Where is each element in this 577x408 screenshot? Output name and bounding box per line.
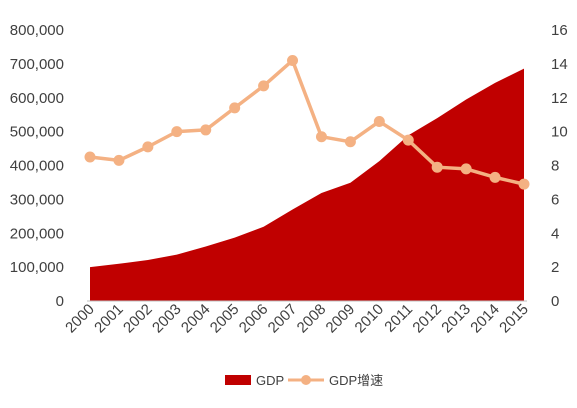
gdp-growth-line: [89, 58, 525, 186]
right-y-tick-label: 10: [551, 124, 568, 141]
plot-area: [84, 54, 530, 302]
x-tick-label: 2012: [409, 301, 445, 337]
legend-gdp-label: GDP: [256, 373, 284, 388]
gdp-growth-marker-2007: [287, 54, 299, 66]
right-y-tick-label: 4: [551, 225, 559, 242]
gdp-growth-marker-2015: [518, 178, 530, 190]
x-axis: 2000200120022003200420052006200720082009…: [62, 301, 532, 337]
right-y-tick-label: 14: [551, 56, 568, 73]
x-tick-label: 2008: [294, 301, 330, 337]
legend-gdp-swatch: [225, 375, 251, 385]
x-tick-label: 2004: [178, 301, 214, 337]
right-y-tick-label: 0: [551, 293, 559, 310]
x-tick-label: 2003: [149, 301, 185, 337]
x-tick-label: 2015: [496, 301, 532, 337]
gdp-growth-marker-2004: [200, 124, 212, 136]
gdp-growth-marker-2010: [373, 115, 385, 127]
gdp-growth-marker-2008: [315, 131, 327, 143]
left-y-tick-label: 200,000: [10, 225, 64, 242]
legend-growth-label: GDP增速: [329, 373, 383, 388]
x-tick-label: 2011: [381, 301, 416, 336]
x-tick-label: 2002: [120, 301, 156, 337]
x-tick-label: 2014: [467, 301, 503, 337]
left-y-tick-label: 700,000: [10, 56, 64, 73]
gdp-growth-marker-2002: [142, 141, 154, 153]
left-y-tick-label: 300,000: [10, 191, 64, 208]
x-tick-label: 2000: [62, 301, 98, 337]
left-y-axis: 0 100,000 200,000 300,000 400,000 500,000 600,…: [10, 22, 64, 310]
x-tick-label: 2007: [265, 301, 301, 337]
right-y-tick-label: 6: [551, 191, 559, 208]
right-y-axis: 0 2 4 6 8 10 12 14 16: [551, 22, 568, 310]
left-y-tick-label: 500,000: [10, 124, 64, 141]
right-y-tick-label: 8: [551, 158, 559, 175]
left-y-tick-label: 600,000: [10, 90, 64, 107]
gdp-growth-marker-2014: [489, 171, 501, 183]
gdp-growth-marker-2011: [402, 134, 414, 146]
x-tick-label: 2006: [236, 301, 272, 337]
legend-growth-swatch-marker: [301, 375, 311, 385]
gdp-growth-marker-2006: [258, 80, 270, 92]
x-tick-label: 2010: [352, 301, 388, 337]
x-tick-label: 2009: [323, 301, 359, 337]
gdp-growth-marker-2005: [229, 102, 241, 114]
left-y-tick-label: 0: [56, 293, 64, 310]
right-y-tick-label: 12: [551, 90, 568, 107]
gdp-growth-marker-2003: [171, 126, 183, 138]
gdp-growth-marker-2001: [113, 154, 125, 166]
gdp-growth-marker-2012: [431, 161, 443, 173]
gdp-area: [90, 68, 524, 302]
x-tick-label: 2005: [207, 301, 243, 337]
gdp-growth-marker-2000: [84, 151, 96, 163]
gdp-growth-marker-2009: [344, 136, 356, 148]
left-y-tick-label: 800,000: [10, 22, 64, 39]
x-tick-label: 2013: [438, 301, 474, 337]
legend: GDP GDP增速: [225, 373, 383, 388]
right-y-tick-label: 16: [551, 22, 568, 39]
left-y-tick-label: 100,000: [10, 259, 64, 276]
gdp-growth-marker-2013: [460, 163, 472, 175]
right-y-tick-label: 2: [551, 259, 559, 276]
left-y-tick-label: 400,000: [10, 158, 64, 175]
x-tick-label: 2001: [91, 301, 127, 337]
